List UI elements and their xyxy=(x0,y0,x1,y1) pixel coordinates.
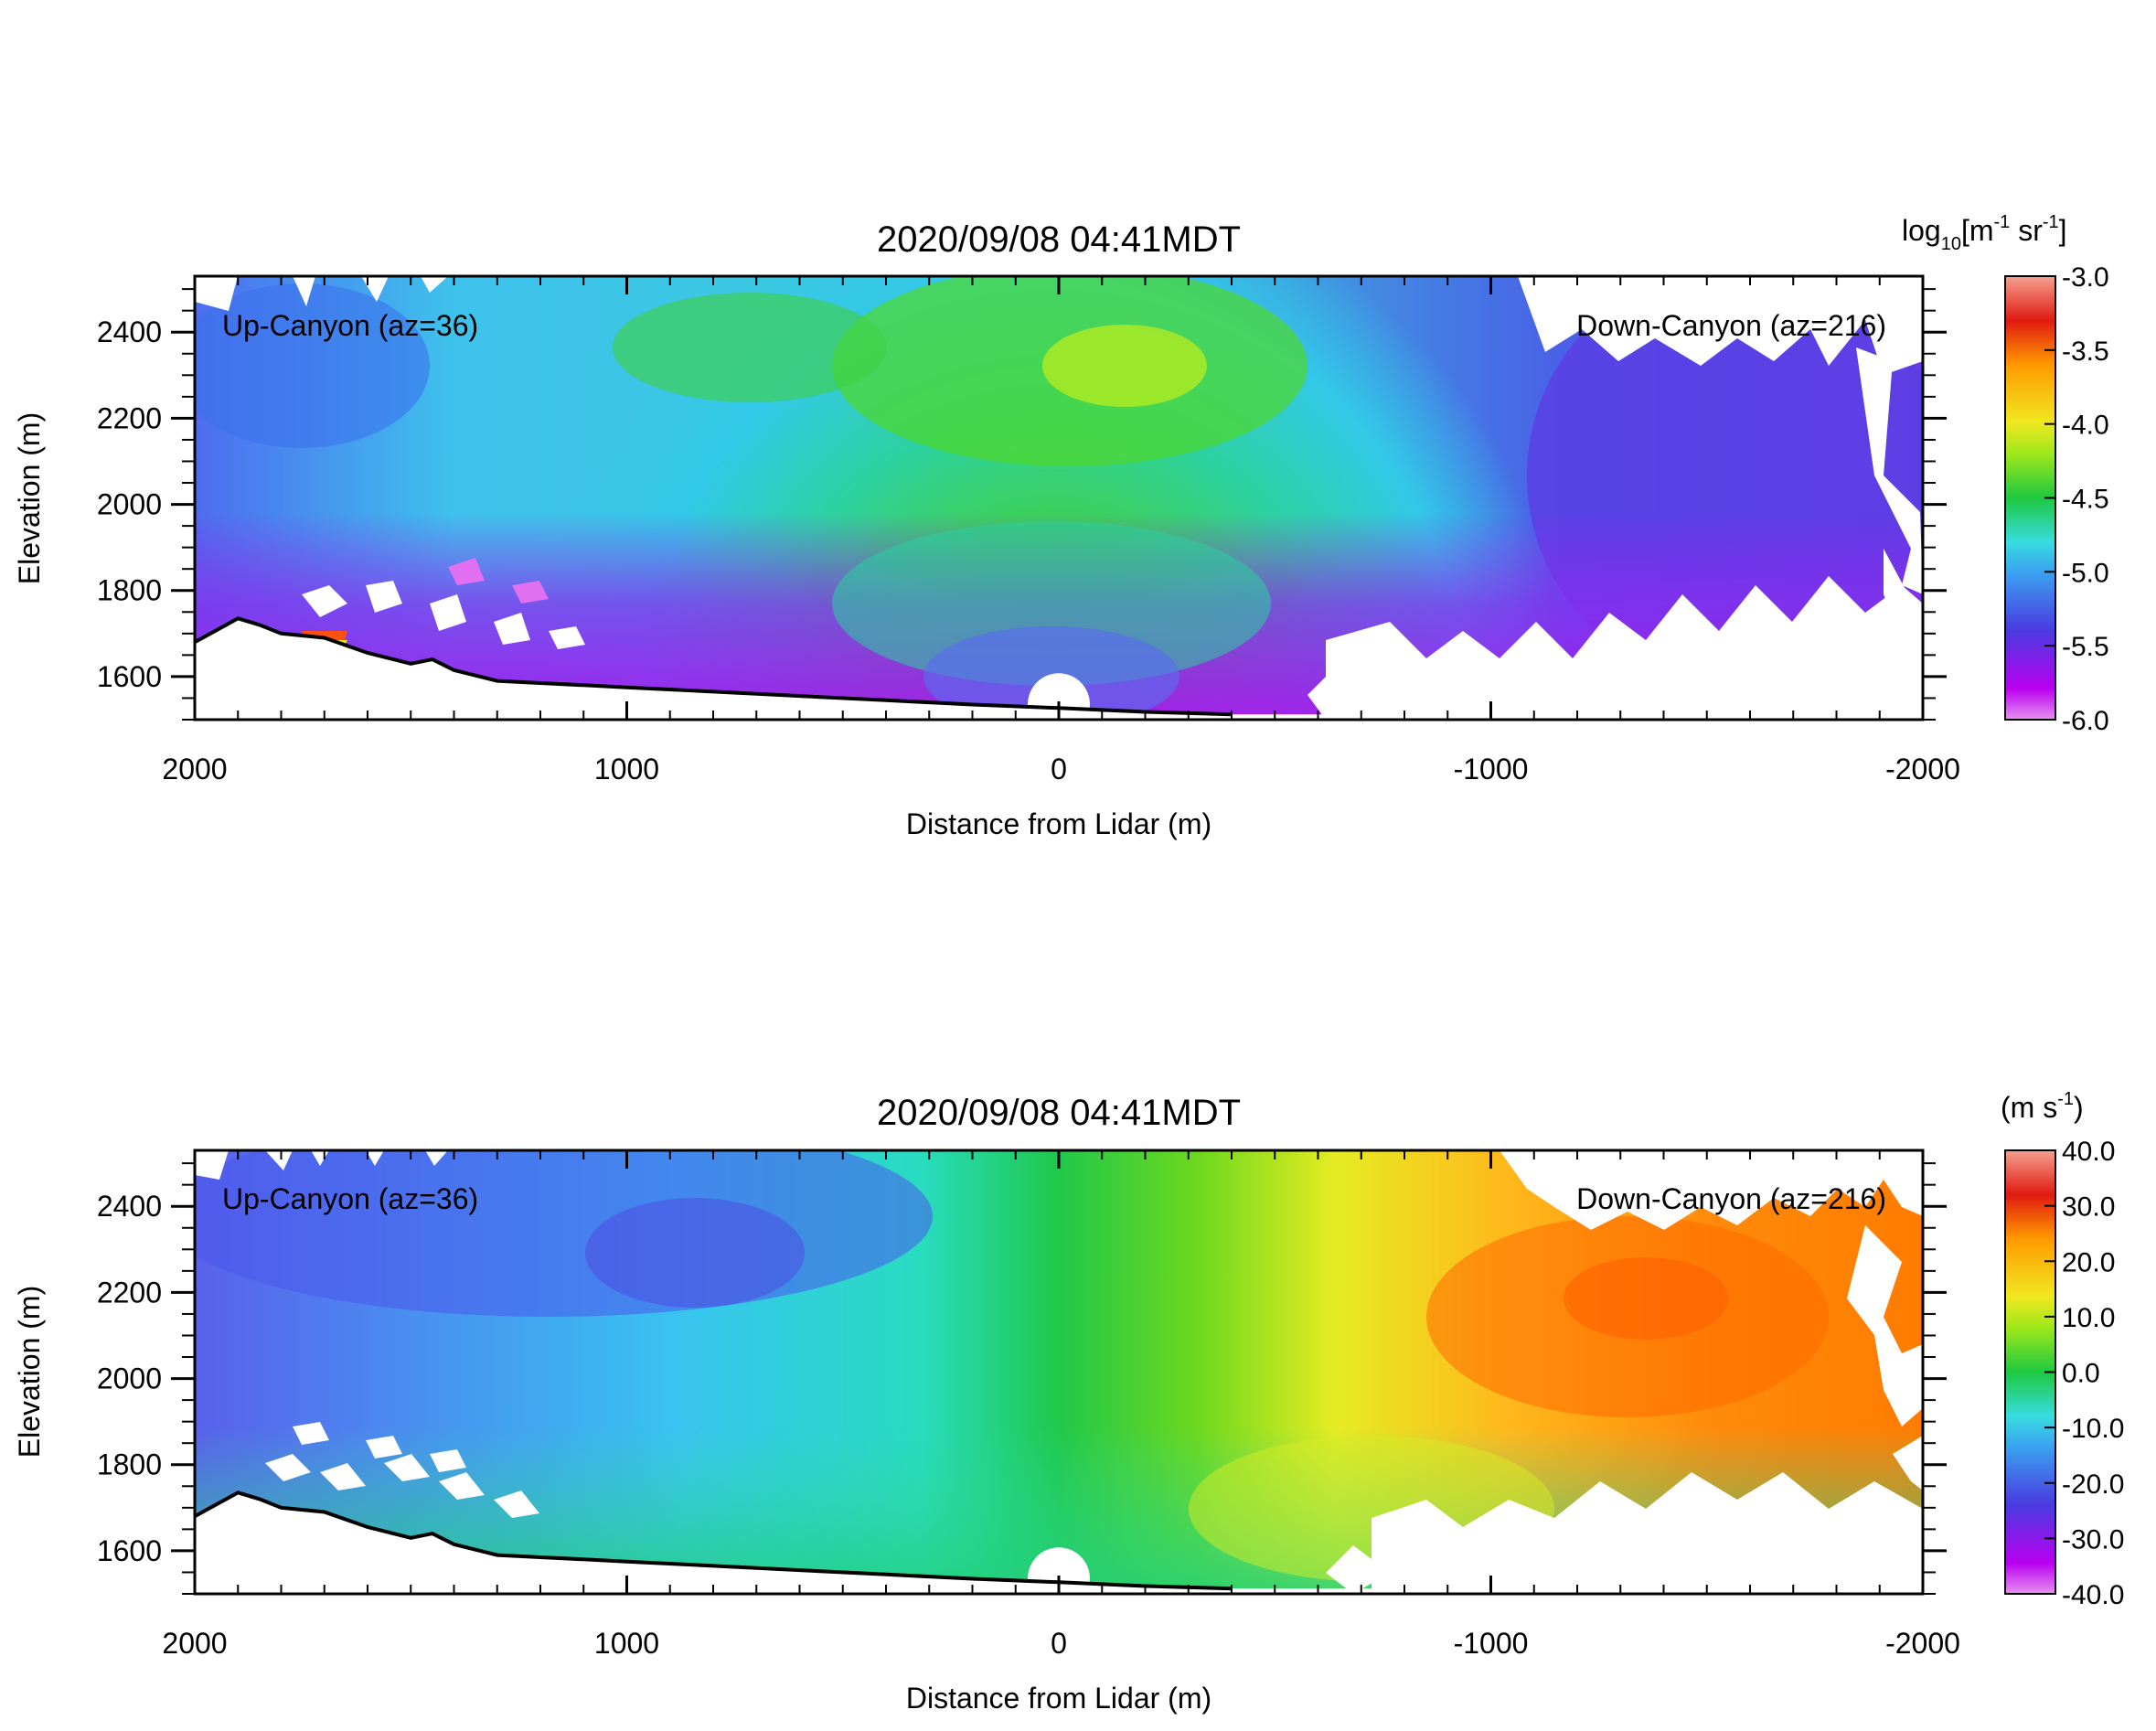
colorbar: 40.030.020.010.00.0-10.0-20.0-30.0-40.0 … xyxy=(2001,1089,2124,1610)
backscatter-field xyxy=(195,276,1923,720)
x-tick-label: 0 xyxy=(1051,1627,1067,1660)
y-tick-label: 2400 xyxy=(97,1190,162,1223)
x-tick-label: 1000 xyxy=(594,753,659,785)
colorbar-tick-label: -30.0 xyxy=(2062,1524,2124,1555)
y-tick-label: 2400 xyxy=(97,315,162,348)
colorbar-tick-label: -10.0 xyxy=(2062,1414,2124,1444)
chart-title: 2020/09/08 04:41MDT xyxy=(877,1093,1241,1133)
x-tick-label: -2000 xyxy=(1885,1627,1960,1660)
y-tick-label: 1600 xyxy=(97,660,162,693)
y-tick-label: 1800 xyxy=(97,574,162,607)
x-tick-label: 2000 xyxy=(162,1627,227,1660)
colorbar-tick-label: -3.0 xyxy=(2062,262,2109,293)
y-tick-label: 2200 xyxy=(97,1276,162,1309)
y-tick-label: 2000 xyxy=(97,1362,162,1395)
colorbar-tick-label: -40.0 xyxy=(2062,1580,2124,1610)
velocity-field xyxy=(195,1150,1923,1594)
annotation-up-canyon: Up-Canyon (az=36) xyxy=(222,309,478,342)
colorbar-unit: (m s-1) xyxy=(2001,1089,2084,1124)
y-tick-label: 1600 xyxy=(97,1534,162,1567)
colorbar-tick-label: -4.5 xyxy=(2062,485,2109,515)
colorbar-tick-label: 30.0 xyxy=(2062,1192,2115,1223)
x-tick-label: 1000 xyxy=(594,1627,659,1660)
colorbar-tick-label: 40.0 xyxy=(2062,1137,2115,1167)
x-tick-label: -1000 xyxy=(1454,753,1529,785)
annotation-down-canyon: Down-Canyon (az=216) xyxy=(1576,1182,1886,1215)
x-tick-label: 2000 xyxy=(162,753,227,785)
x-tick-label: -2000 xyxy=(1885,753,1960,785)
colorbar: -3.0 -3.5 -4.0 -4.5 -5.0 -5.5 -6.0 log10[m-1 s… xyxy=(1902,212,2109,736)
colorbar-tick-label: -5.5 xyxy=(2062,632,2109,662)
terrain-line xyxy=(194,616,1233,717)
y-axis-label: Elevation (m) xyxy=(13,412,46,585)
y-tick-label: 2000 xyxy=(97,488,162,521)
x-tick-label: -1000 xyxy=(1454,1627,1529,1660)
colorbar-tick-label: -3.5 xyxy=(2062,337,2109,367)
colorbar-tick-label: 0.0 xyxy=(2062,1359,2100,1389)
chart-title: 2020/09/08 04:41MDT xyxy=(877,219,1241,260)
panel-backscatter: 2000 1000 0 -1000 -200016001800200022002400 … xyxy=(13,212,2109,840)
y-tick-label: 2200 xyxy=(97,401,162,434)
y-axis-label: Elevation (m) xyxy=(13,1286,46,1459)
colorbar-tick-label: -4.0 xyxy=(2062,411,2109,441)
colorbar-unit: log10[m-1 sr-1] xyxy=(1902,212,2067,254)
colorbar-tick-label: -6.0 xyxy=(2062,706,2109,736)
x-tick-label: 0 xyxy=(1051,753,1067,785)
y-tick-label: 1800 xyxy=(97,1448,162,1481)
annotation-up-canyon: Up-Canyon (az=36) xyxy=(222,1182,478,1215)
terrain-line xyxy=(194,1491,1233,1591)
colorbar-tick-label: -5.0 xyxy=(2062,558,2109,588)
x-axis-label: Distance from Lidar (m) xyxy=(906,807,1211,840)
colorbar-tick-label: 10.0 xyxy=(2062,1303,2115,1333)
colorbar-tick-label: 20.0 xyxy=(2062,1247,2115,1277)
colorbar-tick-label: -20.0 xyxy=(2062,1469,2124,1500)
panel-velocity: 2000 1000 0 -1000 -200016001800200022002400 … xyxy=(13,1089,2124,1715)
x-axis-label: Distance from Lidar (m) xyxy=(906,1682,1211,1715)
annotation-down-canyon: Down-Canyon (az=216) xyxy=(1576,309,1886,342)
